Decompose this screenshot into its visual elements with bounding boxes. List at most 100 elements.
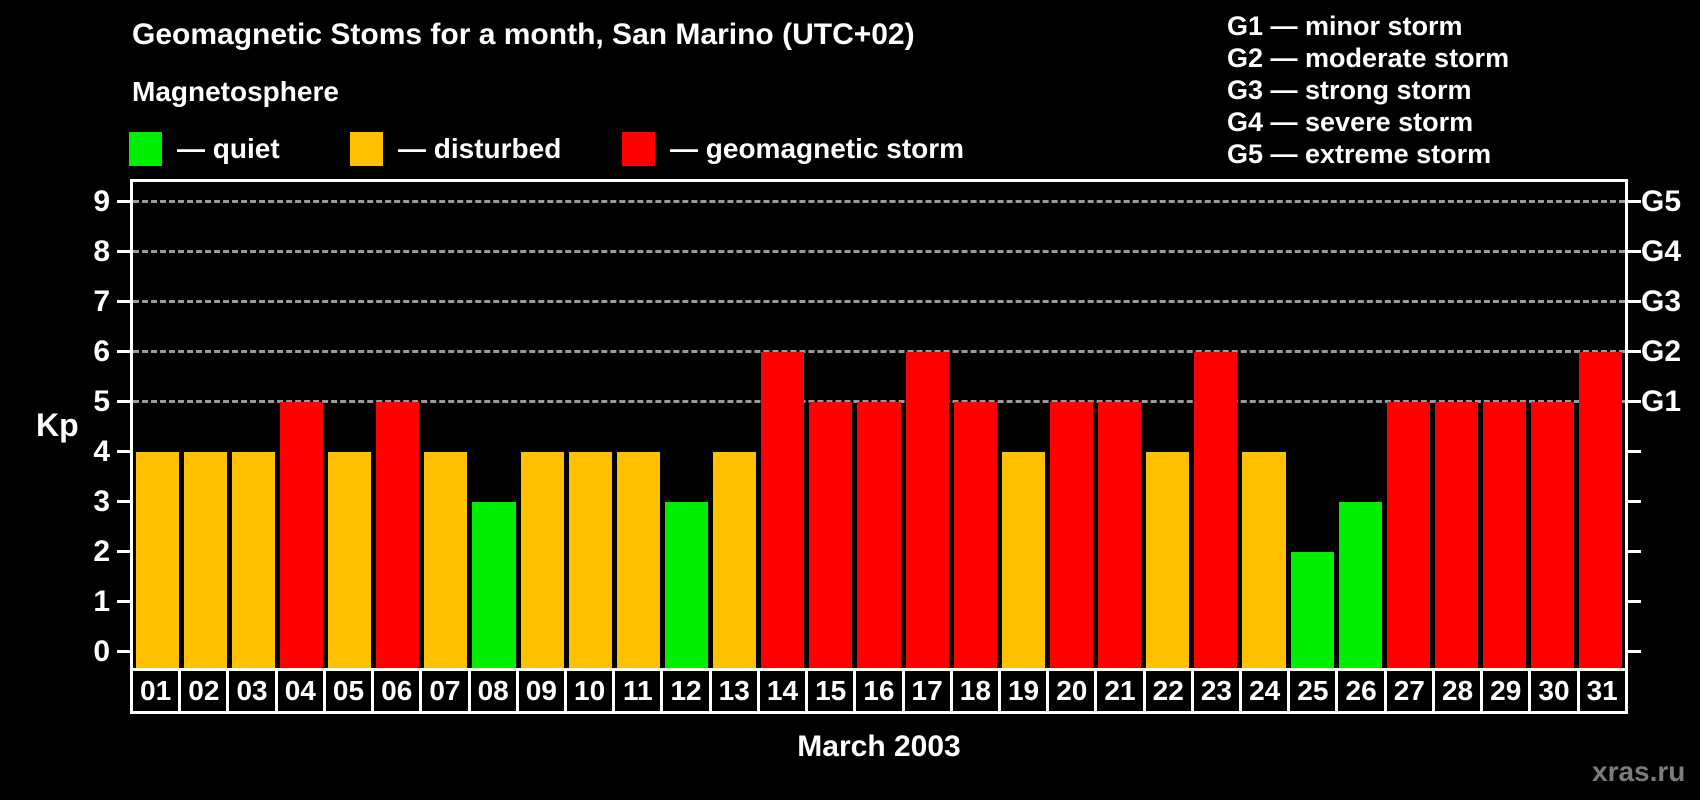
y-tick-left-6 <box>117 350 130 353</box>
y-axis-label-2: 2 <box>93 535 110 568</box>
y-tick-right-6 <box>1628 350 1641 353</box>
g-scale-legend: G1 — minor storm G2 — moderate storm G3 … <box>1227 10 1509 170</box>
day-cell-23: 23 <box>1194 671 1243 711</box>
day-cell-20: 20 <box>1049 671 1098 711</box>
g-axis-label-G4: G4 <box>1641 235 1682 268</box>
quiet-swatch-icon <box>129 132 162 166</box>
legend-item-quiet: — quiet <box>129 131 280 167</box>
legend-item-label: — disturbed <box>398 133 562 164</box>
kp-bar-day-30 <box>1531 402 1575 668</box>
storm-swatch-icon <box>622 132 655 166</box>
kp-bar-day-26 <box>1338 502 1382 668</box>
day-cell-27: 27 <box>1387 671 1435 711</box>
chart-title: Geomagnetic Stoms for a month, San Marin… <box>132 18 915 51</box>
y-axis-label-0: 0 <box>93 635 110 668</box>
kp-bar-day-02 <box>183 452 227 668</box>
kp-bar-day-19 <box>1001 452 1045 668</box>
kp-bar-day-03 <box>231 452 275 668</box>
day-cell-18: 18 <box>953 671 1001 711</box>
day-cell-24: 24 <box>1242 671 1291 711</box>
day-cell-03: 03 <box>229 671 278 711</box>
y-tick-left-7 <box>117 300 130 303</box>
kp-bar-day-01 <box>135 452 179 668</box>
y-axis-label-7: 7 <box>93 285 110 318</box>
y-axis-label-4: 4 <box>93 435 110 468</box>
day-cell-30: 30 <box>1531 671 1580 711</box>
day-cell-29: 29 <box>1483 671 1532 711</box>
y-tick-right-5 <box>1628 400 1641 403</box>
gridline-kp5 <box>133 400 1625 403</box>
x-axis-day-strip: 01 02 03 04 05 06 07 08 09 10 11 12 13 14 15 16 17 18 19 20… <box>130 668 1628 714</box>
day-cell-04: 04 <box>278 671 326 711</box>
day-cell-01: 01 <box>133 671 182 711</box>
gridline-kp9 <box>133 200 1625 203</box>
kp-bar-day-25 <box>1290 552 1334 668</box>
g-axis-label-G2: G2 <box>1641 335 1682 368</box>
g-legend-line: G5 — extreme storm <box>1227 139 1492 169</box>
kp-bar-day-11 <box>616 452 660 668</box>
day-cell-26: 26 <box>1338 671 1387 711</box>
y-tick-right-9 <box>1628 200 1641 203</box>
g-legend-line: G1 — minor storm <box>1227 11 1463 41</box>
day-cell-13: 13 <box>712 671 760 711</box>
y-tick-left-2 <box>117 550 130 553</box>
y-tick-left-4 <box>117 450 130 453</box>
y-axis-label-5: 5 <box>93 385 110 418</box>
y-axis-label-3: 3 <box>93 485 110 518</box>
kp-bar-day-29 <box>1483 402 1527 668</box>
plot-area <box>130 179 1628 671</box>
day-cell-21: 21 <box>1097 671 1146 711</box>
legend-item-label: — geomagnetic storm <box>670 133 965 164</box>
kp-bar-day-24 <box>1242 452 1286 668</box>
day-cell-22: 22 <box>1146 671 1194 711</box>
magnetosphere-label: Magnetosphere <box>132 76 339 107</box>
y-tick-right-2 <box>1628 550 1641 553</box>
legend-item-storm: — geomagnetic storm <box>622 131 964 167</box>
y-tick-left-8 <box>117 250 130 253</box>
day-cell-16: 16 <box>856 671 905 711</box>
gridline-kp7 <box>133 300 1625 303</box>
g-axis-label-G5: G5 <box>1641 185 1682 218</box>
kp-bar-day-31 <box>1579 352 1623 668</box>
kp-bar-day-08 <box>472 502 516 668</box>
day-cell-17: 17 <box>905 671 953 711</box>
kp-bar-day-21 <box>1098 402 1142 668</box>
day-cell-31: 31 <box>1586 675 1618 706</box>
day-cell-07: 07 <box>422 671 471 711</box>
y-tick-right-3 <box>1628 500 1641 503</box>
day-cell-09: 09 <box>519 671 567 711</box>
kp-bar-day-07 <box>424 452 468 668</box>
legend-item-disturbed: — disturbed <box>350 131 561 167</box>
y-axis-label-8: 8 <box>93 235 110 268</box>
day-cell-25: 25 <box>1290 671 1339 711</box>
g-axis-label-G1: G1 <box>1641 385 1682 418</box>
kp-bar-day-04 <box>279 402 323 668</box>
kp-bar-day-09 <box>520 452 564 668</box>
y-axis-label-9: 9 <box>93 185 110 218</box>
y-axis-label-1: 1 <box>93 585 110 618</box>
day-cell-15: 15 <box>808 671 857 711</box>
kp-bar-day-05 <box>328 452 372 668</box>
kp-bar-day-15 <box>809 402 853 668</box>
kp-bar-day-10 <box>568 452 612 668</box>
gridline-kp6 <box>133 350 1625 353</box>
y-tick-right-1 <box>1628 600 1641 603</box>
kp-bar-day-16 <box>857 402 901 668</box>
y-tick-right-8 <box>1628 250 1641 253</box>
kp-bar-day-22 <box>1146 452 1190 668</box>
y-tick-left-9 <box>117 200 130 203</box>
day-cell-14: 14 <box>760 671 809 711</box>
gridline-kp8 <box>133 250 1625 253</box>
y-axis-title: Kp <box>36 407 79 443</box>
kp-bar-day-17 <box>905 352 949 668</box>
y-tick-left-1 <box>117 600 130 603</box>
day-cell-19: 19 <box>1001 671 1050 711</box>
g-legend-line: G2 — moderate storm <box>1227 43 1510 73</box>
day-cell-28: 28 <box>1435 671 1484 711</box>
kp-bar-day-20 <box>1049 402 1094 668</box>
day-cell-10: 10 <box>567 671 616 711</box>
x-axis-title: March 2003 <box>797 730 961 763</box>
y-tick-left-3 <box>117 500 130 503</box>
y-tick-right-4 <box>1628 450 1641 453</box>
